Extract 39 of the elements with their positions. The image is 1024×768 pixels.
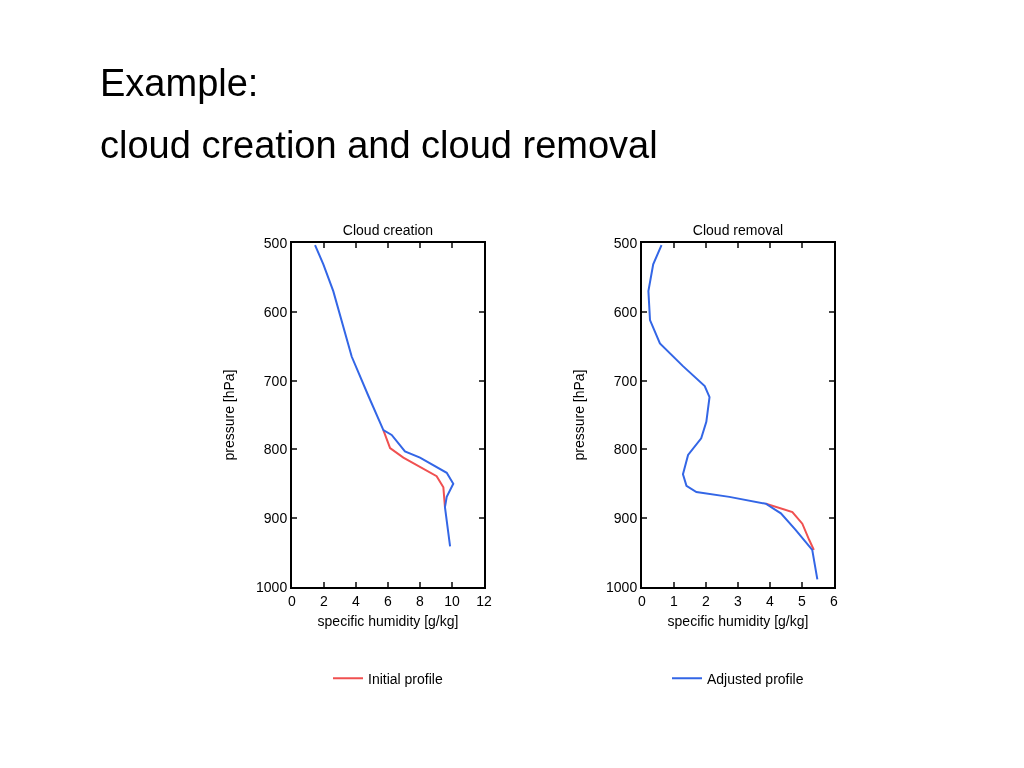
x-tick-label: 5	[798, 592, 807, 609]
y-axis-title: pressure [hPa]	[571, 369, 588, 461]
x-tick-label: 12	[476, 592, 492, 609]
x-axis-title: specific humidity [g/kg]	[667, 612, 809, 629]
y-tick-label: 800	[613, 441, 638, 458]
y-tick-label: 900	[263, 510, 288, 527]
y-tick-label: 500	[613, 234, 638, 251]
x-tick-label: 10	[444, 592, 460, 609]
chart-title: Cloud removal	[692, 222, 784, 238]
x-tick-label: 2	[702, 592, 711, 609]
legend-label: Adjusted profile	[707, 670, 804, 687]
x-tick-label: 6	[830, 592, 839, 609]
x-tick-label: 6	[384, 592, 393, 609]
chart-title: Cloud creation	[342, 222, 434, 238]
x-tick-label: 8	[416, 592, 425, 609]
x-tick-label: 1	[670, 592, 679, 609]
text: Example:	[100, 61, 260, 106]
x-tick-label: 3	[734, 592, 743, 609]
x-tick-label: 4	[352, 592, 361, 609]
text: cloud creation and cloud removal	[100, 123, 658, 168]
x-tick-label: 4	[766, 592, 775, 609]
y-tick-label: 900	[613, 510, 638, 527]
line-series	[647, 244, 819, 581]
y-tick-label: 600	[613, 303, 638, 320]
y-tick-label: 800	[263, 441, 288, 458]
y-axis-title: pressure [hPa]	[221, 369, 238, 461]
y-tick-label: 600	[263, 303, 288, 320]
y-tick-label: 1000	[606, 578, 638, 595]
x-tick-label: 0	[288, 592, 297, 609]
x-tick-label: 0	[638, 592, 647, 609]
y-tick-label: 700	[613, 372, 638, 389]
line-series	[314, 244, 455, 548]
y-tick-label: 1000	[256, 578, 288, 595]
line-series	[764, 502, 815, 551]
y-tick-label: 500	[263, 234, 288, 251]
x-axis-title: specific humidity [g/kg]	[317, 612, 459, 629]
y-tick-label: 700	[263, 372, 288, 389]
x-tick-label: 2	[320, 592, 329, 609]
legend-label: Initial profile	[368, 670, 443, 687]
